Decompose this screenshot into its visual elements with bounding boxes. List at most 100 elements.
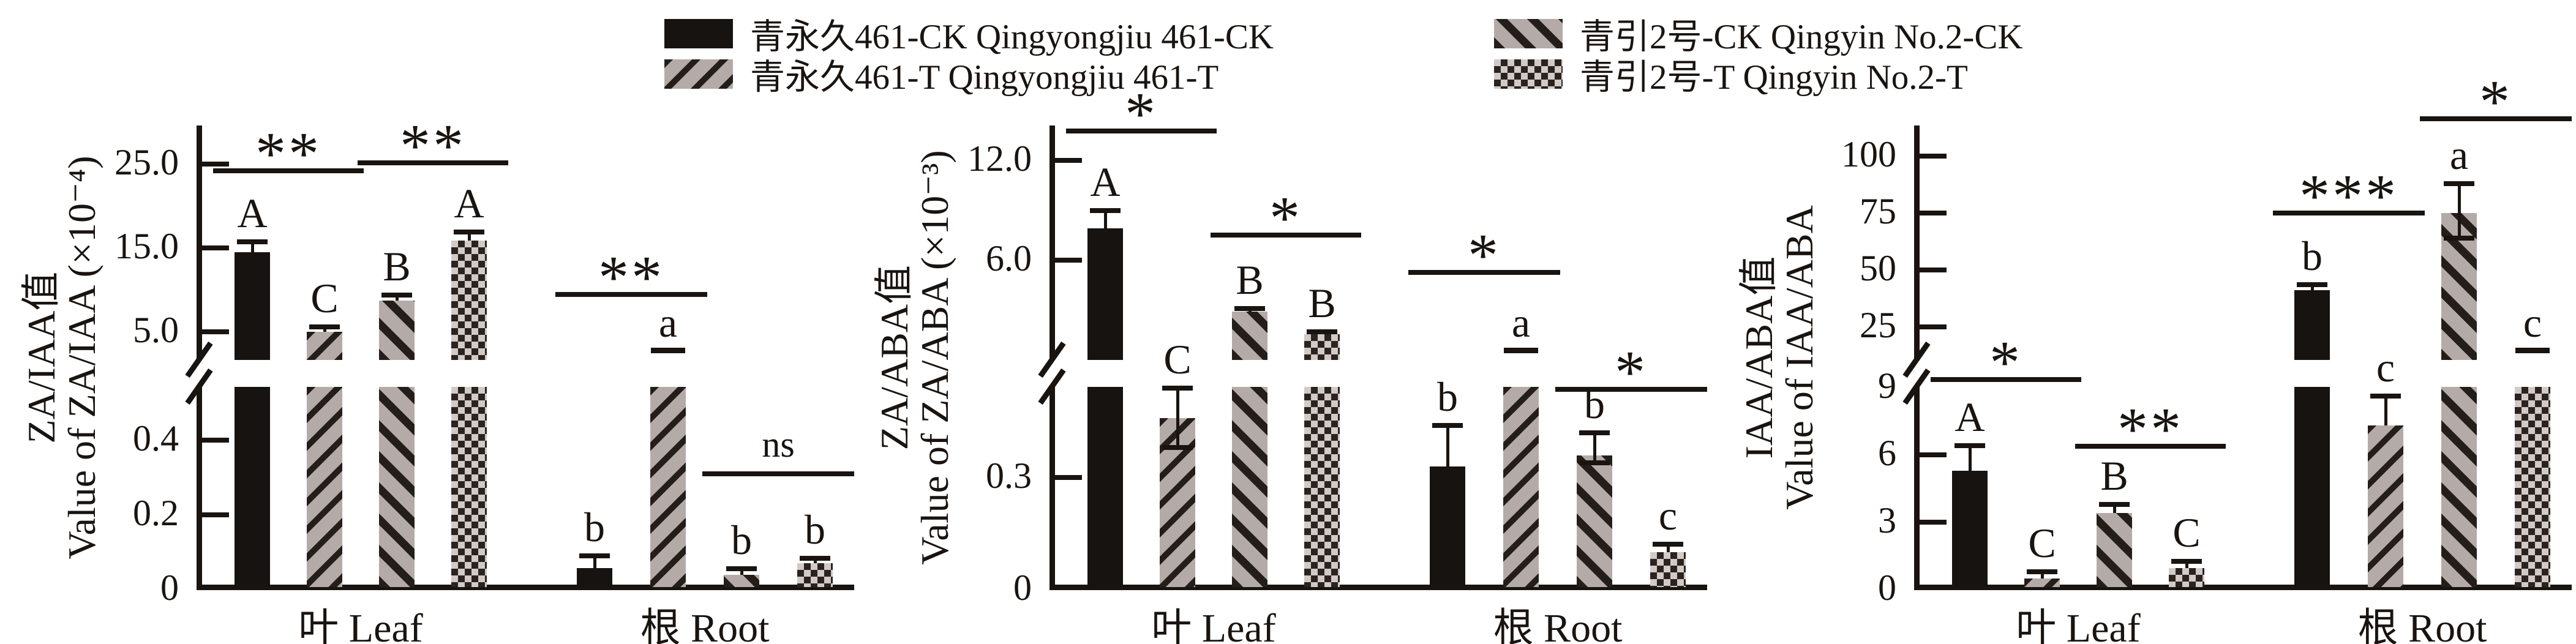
x-axis-group-label: 根 Root — [1493, 606, 1623, 644]
legend-item: 青引2号-CK Qingyin No.2-CK — [1494, 9, 2023, 59]
error-stem — [813, 558, 817, 564]
bar — [2169, 568, 2204, 587]
bar — [2097, 513, 2132, 587]
bar-upper-part — [235, 252, 270, 360]
y-axis-tick-mark — [1055, 158, 1082, 163]
significance-letter: b — [2302, 233, 2323, 280]
significance-letter: a — [2449, 131, 2469, 178]
error-cap — [1234, 305, 1265, 311]
legend-item: 青引2号-T Qingyin No.2-T — [1494, 49, 1968, 99]
significance-letter: A — [237, 190, 268, 237]
solid-black-swatch — [664, 19, 733, 48]
significance-label: * — [1269, 184, 1302, 252]
y-axis-tick-label: 15.0 — [115, 225, 179, 266]
error-cap — [1955, 443, 1985, 449]
y-axis-tick-label: 100 — [1841, 133, 1896, 174]
significance-letter: B — [1308, 280, 1336, 327]
bar-lower-part — [1087, 387, 1123, 587]
bar — [650, 387, 686, 587]
y-axis-tick-mark — [202, 329, 229, 334]
bar-lower-part — [451, 387, 487, 587]
significance-letter: C — [2172, 509, 2201, 556]
bar — [2515, 387, 2550, 587]
y-axis-upper-segment — [197, 125, 202, 360]
error-cap — [1090, 208, 1121, 213]
y-axis-title-en: Value of ZA/ABA (×10⁻³) — [913, 150, 956, 565]
significance-letter: C — [2028, 520, 2056, 567]
error-stem — [1593, 432, 1596, 463]
bar-upper-part — [307, 331, 342, 360]
y-axis-tick-mark — [202, 512, 229, 518]
significance-label: *** — [2299, 162, 2398, 230]
significance-letter: c — [1658, 492, 1678, 539]
error-stem — [593, 556, 596, 568]
error-stem — [2112, 504, 2116, 514]
y-axis-tick-mark — [1920, 210, 1947, 215]
significance-label: ** — [2117, 395, 2184, 463]
significance-bracket-line — [555, 292, 707, 297]
x-axis-group-label: 叶 Leaf — [2016, 606, 2141, 644]
error-cap — [309, 324, 340, 329]
legend-label: 青引2号-CK Qingyin No.2-CK — [1580, 18, 2023, 56]
y-axis-tick-mark — [1920, 267, 1947, 272]
x-axis-line — [1914, 585, 2572, 590]
significance-bracket-line — [1931, 377, 2081, 382]
significance-letter: A — [454, 179, 484, 227]
significance-letter: B — [1236, 256, 1264, 303]
legend-item: 青永久461-CK Qingyongjiu 461-CK — [664, 9, 1274, 59]
y-axis-tick-mark — [1920, 452, 1947, 457]
y-axis-lower-segment — [197, 387, 202, 590]
error-cap — [579, 553, 610, 559]
significance-label: * — [1989, 328, 2022, 396]
y-axis-tick-label: 5.0 — [133, 309, 179, 350]
legend-label: 青引2号-T Qingyin No.2-T — [1580, 58, 1968, 97]
y-axis-tick-mark — [202, 162, 229, 167]
error-stem — [467, 231, 471, 241]
bar-upper-part — [1304, 334, 1340, 360]
error-cap — [2171, 559, 2202, 564]
significance-bracket-line — [2273, 211, 2425, 215]
significance-letter: C — [1163, 335, 1192, 383]
significance-letter: b — [805, 506, 825, 553]
bar-lower-part — [379, 387, 415, 587]
checkerboard-swatch — [1494, 59, 1563, 89]
y-axis-lower-segment — [1050, 387, 1055, 590]
y-axis-tick-label: 0.2 — [133, 493, 179, 534]
y-axis-tick-label: 0 — [1878, 567, 1896, 608]
x-axis-group-label: 叶 Leaf — [298, 606, 423, 644]
significance-letter: a — [658, 299, 678, 346]
bar — [1952, 470, 1988, 587]
y-axis-tick-label: 12.0 — [967, 138, 1032, 179]
significance-bracket-line — [2075, 444, 2226, 449]
bar-lower-part — [1304, 387, 1340, 587]
x-axis-group-label: 根 Root — [640, 606, 770, 644]
significance-label: ** — [255, 119, 321, 187]
error-cap — [800, 555, 830, 561]
error-stem — [395, 294, 399, 301]
significance-label: ns — [762, 424, 795, 465]
significance-letter: b — [1437, 373, 1458, 420]
significance-label: ** — [400, 111, 466, 179]
error-cap — [237, 239, 268, 245]
significance-letter: B — [383, 242, 411, 290]
bar-upper-part — [379, 301, 415, 360]
bar — [1577, 455, 1612, 587]
significance-letter: c — [2376, 344, 2395, 391]
y-axis-title-zh: ZA/ABA值 — [873, 264, 916, 451]
legend-label: 青永久461-T Qingyongjiu 461-T — [750, 58, 1219, 97]
bar-lower-part — [2441, 387, 2477, 587]
diagonal-stripe-swatch — [664, 59, 733, 89]
error-cap — [2515, 348, 2550, 353]
significance-label: * — [1615, 338, 1648, 406]
y-axis-tick-label: 50 — [1860, 247, 1896, 288]
error-cap — [726, 566, 757, 571]
significance-label: * — [2479, 67, 2512, 135]
legend-label: 青永久461-CK Qingyongjiu 461-CK — [750, 18, 1274, 56]
significance-bracket-line — [1066, 129, 1217, 133]
error-cap — [651, 348, 685, 353]
significance-bracket-line — [1211, 233, 1361, 238]
y-axis-tick-mark — [1055, 475, 1082, 481]
y-axis-lower-segment — [1914, 387, 1920, 590]
error-cap — [1162, 385, 1193, 391]
